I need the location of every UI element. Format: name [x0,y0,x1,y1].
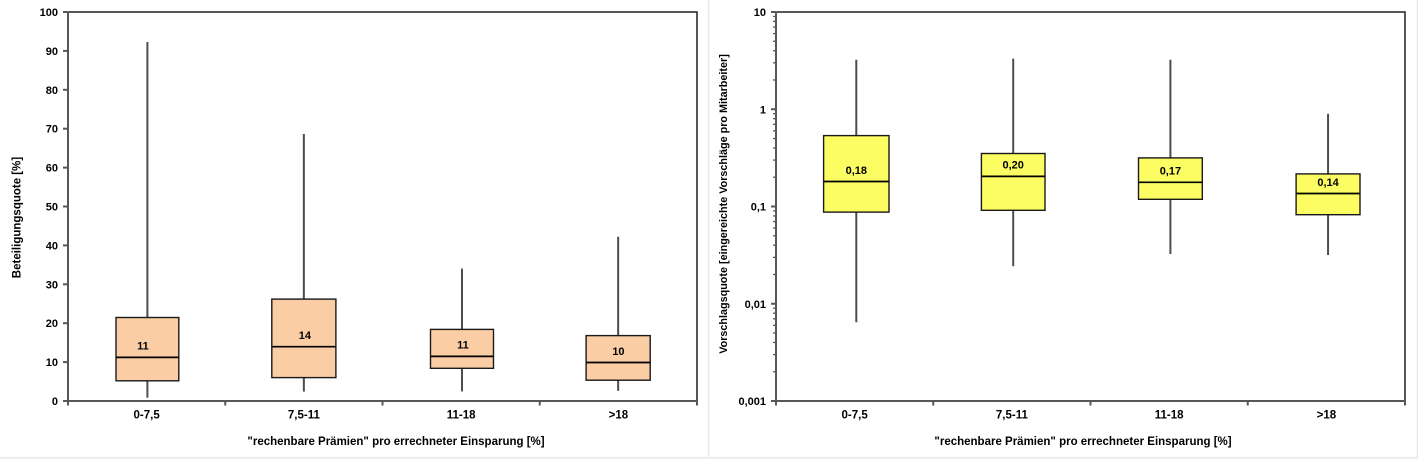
svg-text:11-18: 11-18 [447,410,476,422]
svg-text:100: 100 [40,7,58,19]
svg-text:0,17: 0,17 [1160,166,1181,178]
svg-text:0-7,5: 0-7,5 [134,410,161,422]
svg-text:50: 50 [46,202,58,214]
svg-text:11: 11 [137,341,149,353]
svg-text:0: 0 [52,396,58,408]
svg-text:0-7,5: 0-7,5 [842,410,869,422]
svg-text:>18: >18 [609,410,629,422]
svg-text:14: 14 [299,330,312,342]
svg-text:80: 80 [46,85,58,97]
svg-text:10: 10 [612,346,624,358]
svg-text:1: 1 [760,104,766,116]
svg-text:10: 10 [754,7,766,19]
svg-text:70: 70 [46,124,58,136]
svg-text:11: 11 [457,340,469,352]
svg-text:Vorschlagsquote [eingereichte: Vorschlagsquote [eingereichte Vorschläge… [718,54,730,354]
svg-text:30: 30 [46,279,58,291]
svg-text:90: 90 [46,46,58,58]
svg-text:7,5-11: 7,5-11 [288,410,321,422]
svg-text:0,1: 0,1 [751,202,766,214]
svg-text:"rechenbare Prämien" pro errec: "rechenbare Prämien" pro errechneter Ein… [934,436,1231,448]
svg-text:0,001: 0,001 [738,396,766,408]
svg-text:7,5-11: 7,5-11 [996,410,1029,422]
svg-text:0,14: 0,14 [1317,177,1339,189]
svg-text:11-18: 11-18 [1155,410,1184,422]
svg-text:10: 10 [46,357,58,369]
svg-text:60: 60 [46,163,58,175]
svg-text:>18: >18 [1317,410,1337,422]
svg-text:40: 40 [46,240,58,252]
svg-text:0,20: 0,20 [1002,160,1023,172]
svg-text:20: 20 [46,318,58,330]
svg-text:"rechenbare Prämien" pro errec: "rechenbare Prämien" pro errechneter Ein… [247,436,544,448]
svg-text:Beteiligungsquote [%]: Beteiligungsquote [%] [12,157,24,279]
svg-text:0,01: 0,01 [745,299,766,311]
svg-text:0,18: 0,18 [846,165,867,177]
